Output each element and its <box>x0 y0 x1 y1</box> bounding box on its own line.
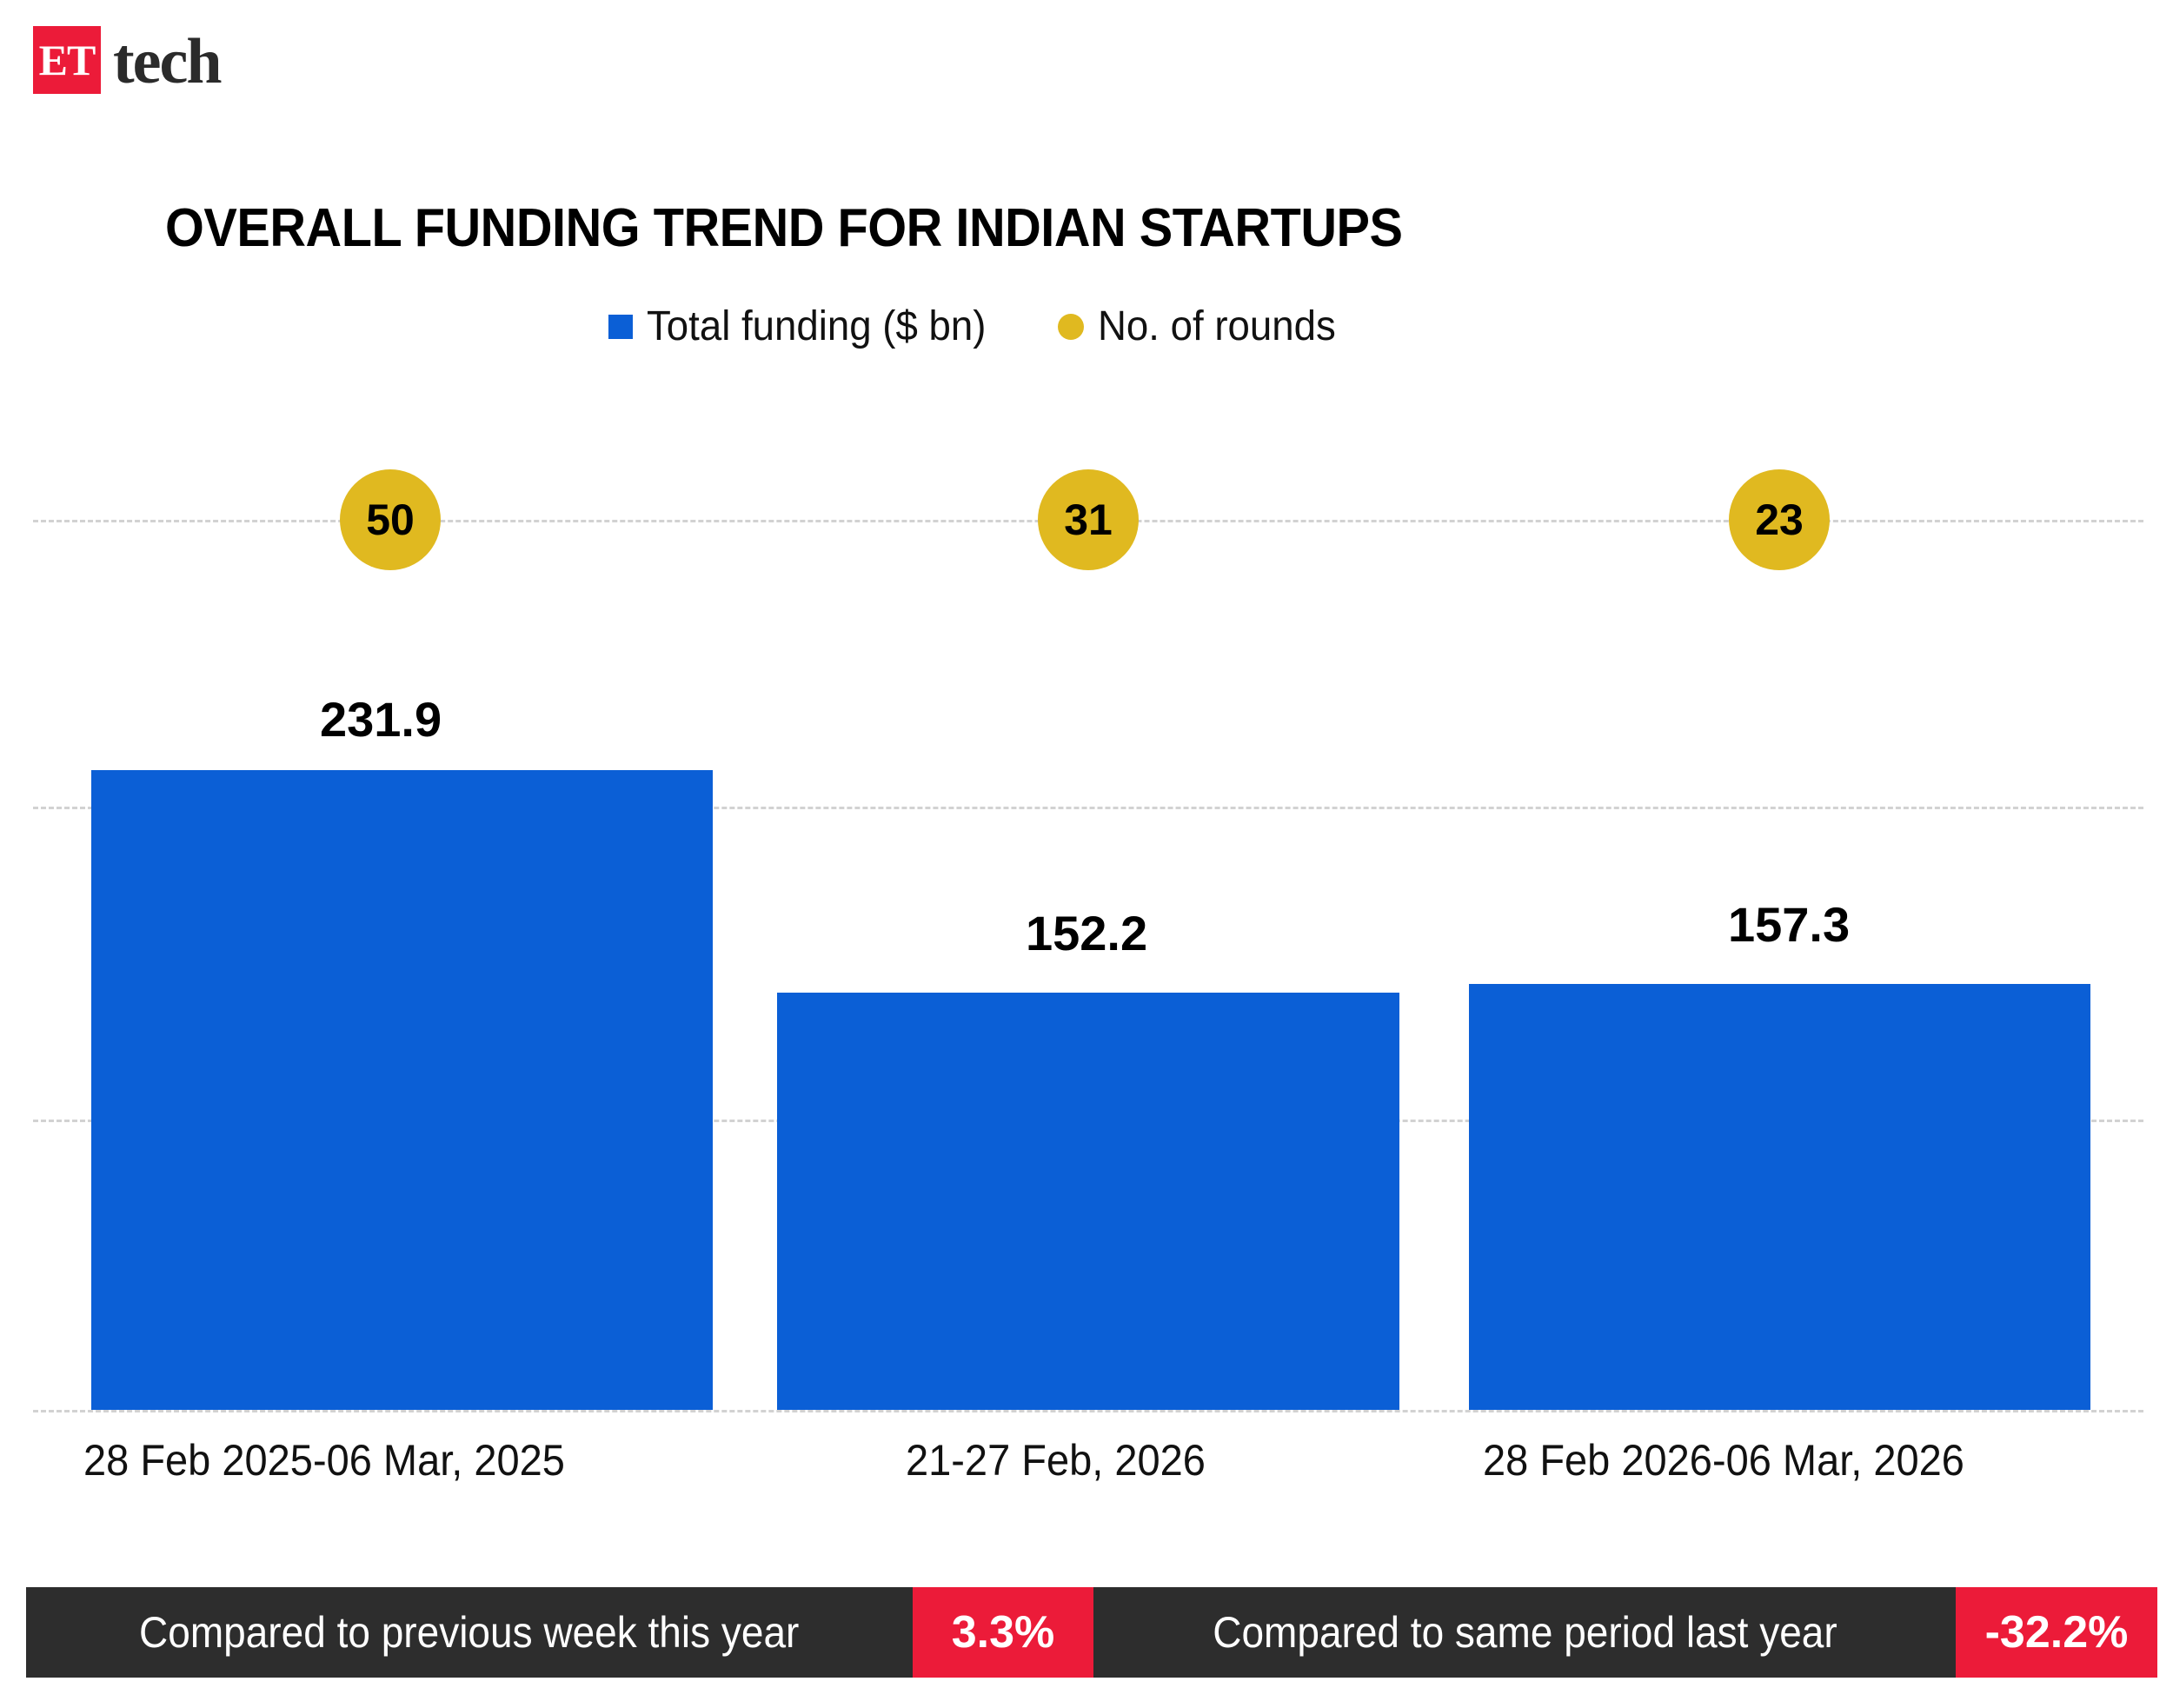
x-axis-label-2: 21-27 Feb, 2026 <box>906 1436 1206 1485</box>
footer-value-previous-week: 3.3% <box>913 1587 1093 1678</box>
brand-masthead: ET tech <box>33 24 222 97</box>
x-axis-label-3: 28 Feb 2026-06 Mar, 2026 <box>1483 1436 1964 1485</box>
legend-square-icon <box>608 315 633 339</box>
x-axis-label-1: 28 Feb 2025-06 Mar, 2025 <box>83 1436 565 1485</box>
gridline-baseline <box>33 1410 2143 1412</box>
bar-value-label-3: 157.3 <box>1728 897 1851 952</box>
bar-value-label-2: 152.2 <box>1026 906 1148 960</box>
footer-label-last-year: Compared to same period last year <box>1093 1587 1956 1678</box>
bar-total-funding-3 <box>1469 984 2090 1410</box>
legend-label-no-of-rounds: No. of rounds <box>1097 303 1336 349</box>
legend-item-no-of-rounds: No. of rounds <box>1057 303 1348 349</box>
footer-value-last-year: -32.2% <box>1956 1587 2157 1678</box>
legend-item-total-funding: Total funding ($ bn) <box>608 306 1004 348</box>
bubble-no-of-rounds-2: 31 <box>1038 469 1139 570</box>
legend-circle-icon <box>1057 314 1084 340</box>
page-title: OVERALL FUNDING TREND FOR INDIAN STARTUP… <box>165 198 1403 258</box>
et-logo-wordmark: tech <box>113 26 222 97</box>
bar-total-funding-2 <box>777 993 1399 1410</box>
bar-total-funding-1 <box>91 770 713 1410</box>
footer-label-previous-week-text: Compared to previous week this year <box>139 1608 800 1657</box>
et-logo-badge: ET <box>33 26 101 94</box>
legend-label-total-funding: Total funding ($ bn) <box>647 303 987 349</box>
footer-label-previous-week: Compared to previous week this year <box>26 1587 913 1678</box>
footer-comparison-bar: Compared to previous week this year 3.3%… <box>26 1587 2157 1678</box>
bubble-no-of-rounds-1: 50 <box>340 469 441 570</box>
chart-legend: Total funding ($ bn) No. of rounds <box>608 306 1348 348</box>
gridline <box>33 807 2143 809</box>
footer-label-last-year-text: Compared to same period last year <box>1212 1608 1837 1657</box>
bubble-no-of-rounds-3: 23 <box>1729 469 1830 570</box>
chart-plot-area: 231.9 152.2 157.3 50 31 23 28 Feb 2025-0… <box>33 469 2143 1485</box>
bar-value-label-1: 231.9 <box>320 692 442 747</box>
